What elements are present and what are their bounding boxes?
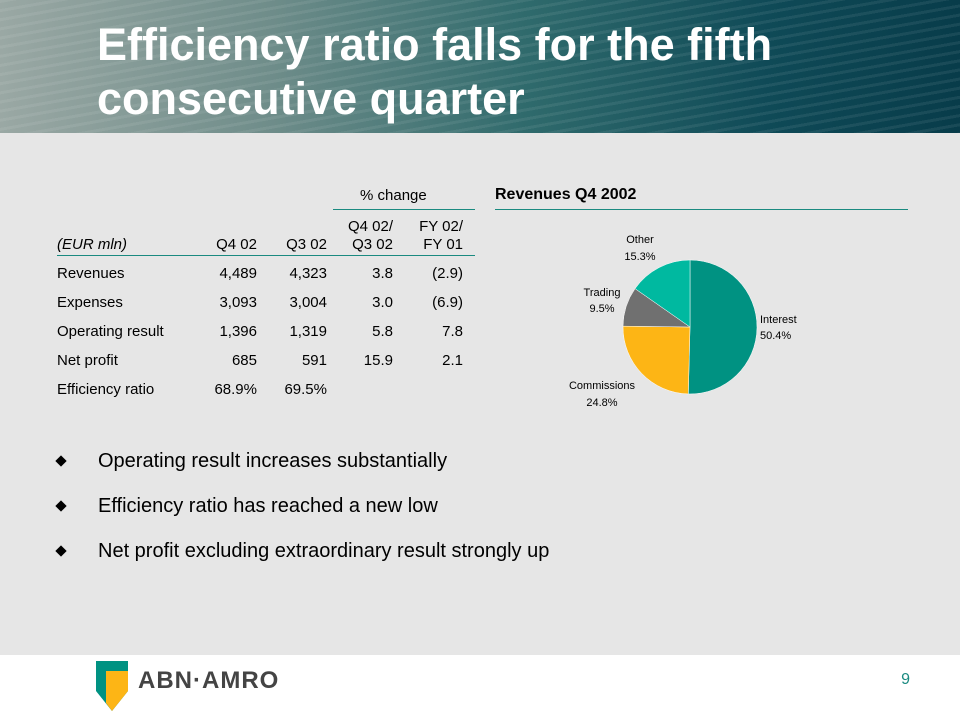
table-cell: 15.9 <box>363 352 393 369</box>
table-row-label: Expenses <box>57 294 123 311</box>
bullet-text: Net profit excluding extraordinary resul… <box>98 540 550 562</box>
table-cell: 685 <box>231 352 257 369</box>
bullet-diamond-icon <box>55 545 67 557</box>
table-cell: 3,004 <box>289 294 327 311</box>
pie-label-value: 50.4% <box>760 330 791 342</box>
slide-title: Efficiency ratio falls for the fifth con… <box>97 19 773 124</box>
table-cell: 68.9% <box>214 381 257 398</box>
pie-slice-interest <box>688 259 758 395</box>
table-cell: (2.9) <box>432 265 463 282</box>
table-cell: 1,396 <box>219 323 257 340</box>
col-header-q302: Q3 02 <box>286 236 327 253</box>
table-cell: (6.9) <box>432 294 463 311</box>
table-cell: 69.5% <box>284 381 327 398</box>
table-row-label: Efficiency ratio <box>57 381 155 398</box>
table-cell: 3.0 <box>372 294 393 311</box>
pie-label-value: 9.5% <box>589 303 614 315</box>
header-banner: Efficiency ratio falls for the fifth con… <box>0 0 960 133</box>
page-number: 9 <box>901 671 910 688</box>
table-cell: 7.8 <box>442 323 463 340</box>
pct-change-header: % change <box>360 187 427 204</box>
pie-slice-other <box>634 259 691 328</box>
logo-wordmark: ABN·AMRO <box>138 667 280 694</box>
table-row-label: Revenues <box>57 265 125 282</box>
chart-title-underline <box>495 209 908 210</box>
table-cell: 2.1 <box>442 352 463 369</box>
col-header-fy02-fy01: FY 02/ FY 01 <box>419 218 463 253</box>
pie-label-name: Other <box>626 234 654 246</box>
pie-label-name: Interest <box>760 314 797 326</box>
bullet-diamond-icon <box>55 500 67 512</box>
table-cell: 1,319 <box>289 323 327 340</box>
table-cell: 3.8 <box>372 265 393 282</box>
abn-amro-shield-logo <box>96 661 128 711</box>
table-cell: 3,093 <box>219 294 257 311</box>
bullet-text: Operating result increases substantially <box>98 450 448 472</box>
pie-label-name: Commissions <box>569 380 636 392</box>
chart-title: Revenues Q4 2002 <box>495 186 637 203</box>
pie-slice-trading <box>622 288 691 328</box>
table-header-rule <box>57 255 475 256</box>
table-row-label: Net profit <box>57 352 118 369</box>
pie-label-value: 24.8% <box>586 397 617 409</box>
table-cell: 4,323 <box>289 265 327 282</box>
pie-label-value: 15.3% <box>624 251 655 263</box>
bullet-text: Efficiency ratio has reached a new low <box>98 495 438 517</box>
table-cell: 5.8 <box>372 323 393 340</box>
bullet-diamond-icon <box>55 455 67 467</box>
footer: ABN·AMRO 9 <box>0 655 960 720</box>
table-cell: 4,489 <box>219 265 257 282</box>
unit-label: (EUR mln) <box>57 236 127 253</box>
table-row-label: Operating result <box>57 323 164 340</box>
pie-slice-commissions <box>622 325 691 395</box>
pie-label-name: Trading <box>584 287 621 299</box>
table-cell: 591 <box>301 352 327 369</box>
col-header-q402: Q4 02 <box>216 236 257 253</box>
col-header-q402-q302: Q4 02/ Q3 02 <box>347 218 393 253</box>
pct-change-underline <box>333 209 475 210</box>
